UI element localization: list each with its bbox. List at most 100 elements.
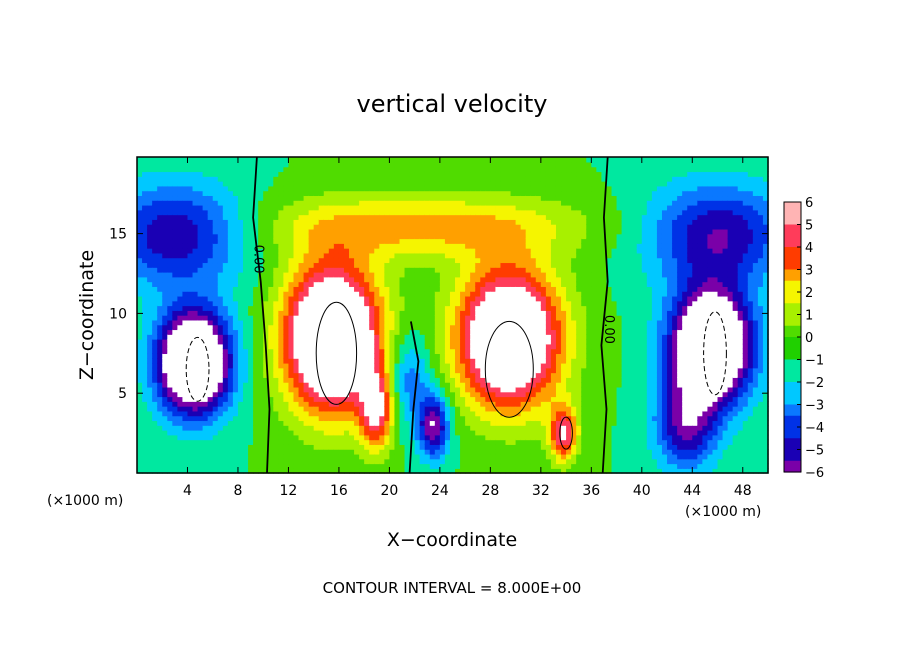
field-cell xyxy=(439,295,446,302)
field-cell xyxy=(152,166,158,173)
field-cell xyxy=(429,295,436,302)
field-cell xyxy=(500,209,507,216)
field-cell xyxy=(404,391,411,398)
field-cell xyxy=(444,377,451,383)
field-cell xyxy=(142,386,148,393)
field-cell xyxy=(328,391,335,398)
field-cell xyxy=(429,338,436,345)
field-cell xyxy=(460,300,466,307)
field-cell xyxy=(212,449,219,455)
field-cell xyxy=(343,386,350,393)
field-cell xyxy=(263,271,269,278)
field-cell xyxy=(177,228,184,235)
field-cell xyxy=(217,391,224,398)
field-cell xyxy=(237,319,244,326)
field-cell xyxy=(243,425,249,431)
field-cell xyxy=(323,228,330,235)
field-cell xyxy=(394,247,401,254)
field-cell xyxy=(212,243,219,249)
field-cell xyxy=(278,243,285,249)
field-cell xyxy=(283,377,290,383)
field-cell xyxy=(253,334,259,340)
field-cell xyxy=(359,367,365,374)
field-cell xyxy=(248,281,254,287)
field-cell xyxy=(273,281,280,287)
field-cell xyxy=(495,190,502,197)
field-cell xyxy=(303,444,310,450)
field-cell xyxy=(465,343,471,350)
field-cell xyxy=(142,252,148,259)
field-cell xyxy=(227,386,234,393)
field-cell xyxy=(253,200,259,206)
field-cell xyxy=(434,204,441,211)
field-cell xyxy=(470,439,476,445)
field-cell xyxy=(414,157,421,163)
field-cell xyxy=(333,449,340,455)
field-cell xyxy=(278,386,285,393)
field-cell xyxy=(374,358,381,364)
field-cell xyxy=(328,324,335,331)
field-cell xyxy=(349,209,355,216)
field-cell xyxy=(490,176,497,182)
field-cell xyxy=(197,209,204,216)
field-cell xyxy=(283,190,290,197)
field-cell xyxy=(248,338,254,345)
field-cell xyxy=(318,247,325,254)
field-cell xyxy=(429,382,436,388)
field-cell xyxy=(187,224,194,230)
field-cell xyxy=(455,195,461,201)
field-cell xyxy=(202,243,209,249)
field-cell xyxy=(253,257,259,264)
field-cell xyxy=(207,166,214,173)
field-cell xyxy=(475,353,481,359)
field-cell xyxy=(162,267,168,273)
field-cell xyxy=(137,271,143,278)
field-cell xyxy=(293,262,300,268)
field-cell xyxy=(510,171,517,177)
field-cell xyxy=(399,209,406,216)
field-cell xyxy=(455,305,461,311)
field-cell xyxy=(207,434,214,441)
field-cell xyxy=(258,367,264,374)
field-cell xyxy=(273,315,280,321)
field-cell xyxy=(359,444,365,450)
field-cell xyxy=(323,214,330,220)
field-cell xyxy=(434,386,441,393)
field-cell xyxy=(328,429,335,436)
field-cell xyxy=(364,171,370,177)
field-cell xyxy=(243,429,249,436)
field-cell xyxy=(283,214,290,220)
field-cell xyxy=(248,463,254,469)
field-cell xyxy=(313,434,320,441)
field-cell xyxy=(460,204,466,211)
field-cell xyxy=(182,219,189,225)
field-cell xyxy=(177,372,184,378)
field-cell xyxy=(248,343,254,350)
field-cell xyxy=(379,396,386,402)
field-cell xyxy=(338,348,345,355)
field-cell xyxy=(162,171,168,177)
field-cell xyxy=(434,180,441,187)
field-cell xyxy=(192,405,199,412)
field-cell xyxy=(455,348,461,355)
field-cell xyxy=(465,228,471,235)
field-cell xyxy=(449,449,456,455)
field-cell xyxy=(147,295,153,302)
field-cell xyxy=(298,243,305,249)
field-cell xyxy=(419,329,426,335)
field-cell xyxy=(480,338,487,345)
field-cell xyxy=(379,161,386,168)
field-cell xyxy=(303,329,310,335)
field-cell xyxy=(394,228,401,235)
field-cell xyxy=(490,224,497,230)
field-cell xyxy=(278,209,285,216)
field-cell xyxy=(389,358,396,364)
field-cell xyxy=(419,271,426,278)
field-cell xyxy=(222,295,229,302)
field-cell xyxy=(172,444,179,450)
field-cell xyxy=(485,420,492,426)
field-cell xyxy=(500,267,507,273)
field-cell xyxy=(227,276,234,283)
field-cell xyxy=(475,401,481,407)
field-cell xyxy=(444,405,451,412)
